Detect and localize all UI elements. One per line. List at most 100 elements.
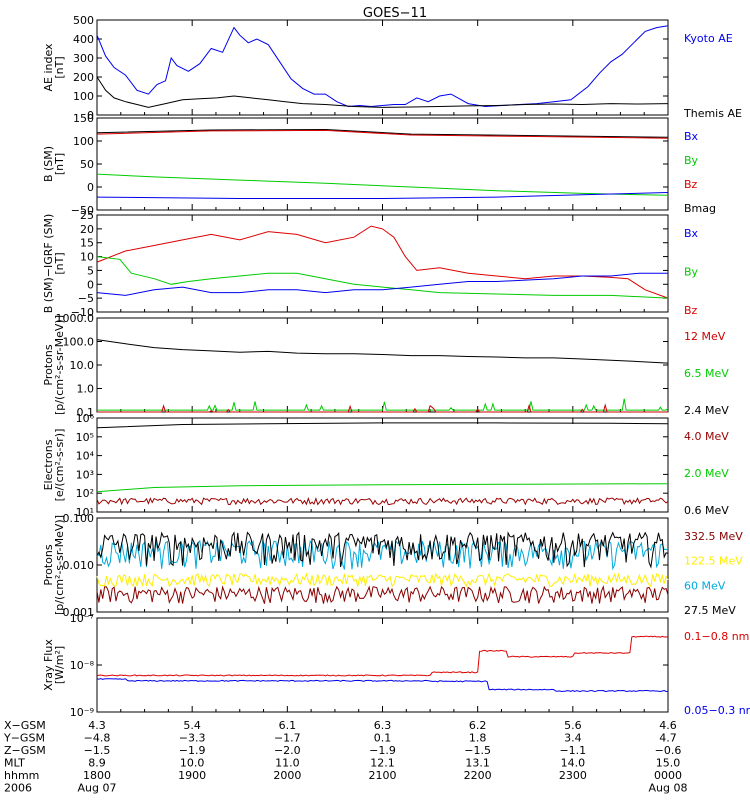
series-line <box>96 531 669 569</box>
panel-frame <box>96 617 669 713</box>
y-axis-label: AE index <box>42 43 55 92</box>
y-axis-label: Electrons <box>42 439 55 490</box>
x-axis-cell: 6.1 <box>279 719 297 732</box>
series-line <box>97 403 668 413</box>
x-axis-cell: 10.0 <box>180 757 205 770</box>
series-line <box>96 173 669 196</box>
legend-label: 122.5 MeV <box>684 555 743 568</box>
x-axis-cell: 0000 <box>654 769 682 782</box>
y-tick-label: −50 <box>71 204 94 217</box>
y-tick-label: 10⁻⁷ <box>70 612 94 625</box>
legend-label: Bz <box>684 304 698 317</box>
legend-label: Kyoto AE <box>684 32 733 45</box>
legend-label: Bmag <box>684 202 716 215</box>
x-axis-annotation: X−GSMY−GSMZ−GSMMLThhmm20064.3−4.8−1.58.9… <box>3 719 687 795</box>
series-line <box>96 572 669 588</box>
y-tick-label: 20 <box>80 223 94 236</box>
x-axis-cell: 6.2 <box>469 719 487 732</box>
x-axis-cell: 2200 <box>464 769 492 782</box>
y-axis-label: B (SM)−IGRF (SM) <box>42 214 55 314</box>
y-tick-label: 0 <box>87 109 94 122</box>
x-axis-cell: −0.6 <box>655 744 682 757</box>
y-tick-label: 500 <box>73 14 94 27</box>
x-axis-cell: −3.3 <box>179 732 206 745</box>
series-line <box>97 398 669 411</box>
x-axis-cell: 1.8 <box>469 732 487 745</box>
panel-protons2: 0.001 0.010 0.100 Protons[p/(cm²-s-sr-MeV)]… <box>42 512 743 619</box>
y-tick-label: 0.001 <box>63 606 95 619</box>
series-line <box>96 539 669 571</box>
x-axis-cell: 14.0 <box>561 757 586 770</box>
figure-title: GOES−11 <box>363 6 427 21</box>
y-tick-label: 200 <box>73 71 94 84</box>
panel-frame <box>96 417 669 513</box>
y-tick-label: 50 <box>80 158 94 171</box>
series-line <box>96 422 669 429</box>
y-tick-label: 0.100 <box>63 512 95 525</box>
x-axis-cell: −1.7 <box>274 732 301 745</box>
series-line <box>96 76 669 108</box>
y-axis-label: [nT] <box>53 252 66 274</box>
series-line <box>96 272 668 296</box>
y-tick-label: 100 <box>73 90 94 103</box>
x-axis-cell: 11.0 <box>275 757 300 770</box>
x-axis-cell: 4.6 <box>659 719 677 732</box>
series-line <box>96 128 669 138</box>
series-group <box>96 531 669 604</box>
y-tick-label: 10⁵ <box>76 431 94 444</box>
y-tick-label: 0 <box>87 181 94 194</box>
series-line <box>96 635 669 677</box>
y-axis-label: Xray Flux <box>42 639 55 691</box>
panel-electrons: 10¹ 10² 10³ 10⁴ 10⁵ 10⁶ Electrons[e/(cm²-s-sr)… <box>42 412 729 519</box>
x-axis-cell: 12.1 <box>370 757 395 770</box>
x-axis-cell: −1.5 <box>464 744 491 757</box>
series-line <box>96 678 669 693</box>
series-group <box>96 422 669 506</box>
legend-label: 0.05−0.3 nm <box>684 704 750 717</box>
legend-label: Bx <box>684 227 699 240</box>
y-tick-label: 400 <box>73 33 94 46</box>
x-axis-cell: 13.1 <box>465 757 490 770</box>
y-axis-label: [p/(cm²-s-sr-MeV)] <box>53 315 66 415</box>
x-axis-cell: −2.0 <box>274 744 301 757</box>
y-tick-label: 10 <box>80 251 94 264</box>
y-tick-label: 10⁻⁹ <box>70 706 94 719</box>
x-axis-cell: −4.8 <box>84 732 111 745</box>
y-axis-label: Protons <box>42 544 55 585</box>
y-axis-label: Protons <box>42 344 55 385</box>
legend-label: By <box>684 266 699 279</box>
y-tick-label: 0 <box>87 278 94 291</box>
y-tick-label: −10 <box>71 306 94 319</box>
series-line <box>96 192 669 199</box>
y-tick-label: 10⁶ <box>76 412 95 425</box>
legend-label: Bz <box>684 178 698 191</box>
legend-label: 27.5 MeV <box>684 604 736 617</box>
legend-label: 0.1−0.8 nm <box>684 630 749 643</box>
x-axis-cell: 3.4 <box>564 732 582 745</box>
x-axis-cell: 5.6 <box>564 719 582 732</box>
series-line <box>96 339 669 364</box>
series-group <box>96 128 669 199</box>
x-axis-cell: 4.3 <box>88 719 106 732</box>
legend-label: 4.0 MeV <box>684 430 729 443</box>
y-tick-label: −5 <box>78 292 94 305</box>
x-axis-cell: 8.9 <box>88 757 106 770</box>
legend-label: 2.0 MeV <box>684 467 729 480</box>
y-tick-label: 10.0 <box>70 359 95 372</box>
y-tick-label: 25 <box>80 209 94 222</box>
y-tick-label: 100 <box>73 135 94 148</box>
series-line <box>96 25 669 108</box>
series-line <box>96 256 669 299</box>
series-group <box>96 25 669 108</box>
x-axis-cell: 1900 <box>178 769 206 782</box>
x-axis-cell: −1.9 <box>369 744 396 757</box>
x-axis-row-label: Z−GSM <box>4 744 46 757</box>
y-axis-label: [e/(cm²-s-sr)] <box>53 429 66 502</box>
x-axis-cell: 2300 <box>559 769 587 782</box>
legend-label: 2.4 MeV <box>684 404 729 417</box>
series-line <box>96 129 669 139</box>
series-group <box>96 339 669 413</box>
x-axis-cell: 1800 <box>83 769 111 782</box>
